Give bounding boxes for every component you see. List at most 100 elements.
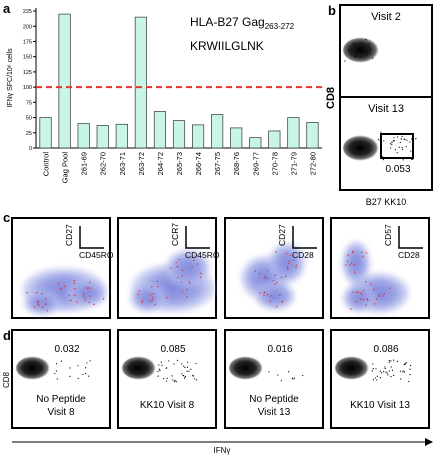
event-dot bbox=[360, 298, 362, 301]
event-dot bbox=[396, 360, 399, 363]
event-dot bbox=[74, 288, 76, 290]
panel-label: a bbox=[3, 1, 11, 16]
ifng-plot: 0.032 No Peptide Visit 8 bbox=[11, 329, 111, 429]
event-dot bbox=[404, 362, 406, 364]
event-dot bbox=[82, 295, 85, 297]
event-dot bbox=[186, 370, 188, 372]
event-dot bbox=[362, 290, 365, 292]
event-dot bbox=[173, 363, 175, 365]
event-dot bbox=[350, 262, 353, 264]
event-dot bbox=[398, 146, 400, 148]
event-dot bbox=[410, 138, 413, 140]
event-dot bbox=[295, 264, 298, 267]
event-dot bbox=[411, 145, 414, 147]
event-dot bbox=[264, 277, 266, 279]
phenotype-plot: CD27 CD45RO bbox=[11, 217, 114, 319]
event-dot bbox=[189, 282, 191, 285]
event-dot bbox=[366, 298, 369, 300]
event-dot bbox=[388, 361, 390, 363]
event-dot bbox=[178, 259, 180, 261]
frequency: 0.016 bbox=[267, 344, 292, 355]
event-dot bbox=[275, 251, 277, 253]
event-dot bbox=[157, 375, 159, 377]
event-dot bbox=[376, 298, 378, 300]
event-dot bbox=[412, 158, 414, 160]
density-blob bbox=[255, 282, 295, 310]
event-dot bbox=[410, 364, 412, 367]
event-dot bbox=[151, 296, 154, 298]
y-tick-label: 75 bbox=[26, 100, 32, 106]
event-dot bbox=[364, 53, 367, 55]
event-dot bbox=[372, 368, 374, 370]
cell-density bbox=[343, 135, 381, 161]
event-dot bbox=[69, 375, 71, 377]
event-dot bbox=[389, 287, 391, 289]
bar bbox=[134, 16, 147, 149]
event-dot bbox=[272, 296, 275, 299]
event-dot bbox=[83, 293, 85, 295]
bar bbox=[115, 123, 128, 149]
event-dot bbox=[380, 372, 383, 374]
bar bbox=[191, 124, 205, 149]
event-dot bbox=[382, 295, 384, 297]
event-dot bbox=[89, 281, 91, 284]
event-dot bbox=[55, 363, 58, 365]
event-dot bbox=[175, 381, 177, 383]
event-dot bbox=[352, 291, 354, 294]
event-dot bbox=[183, 365, 185, 367]
y-axis-label: CD8 bbox=[325, 87, 337, 109]
bar bbox=[268, 130, 281, 149]
phenotype-plot: CD27 CD28 bbox=[224, 217, 324, 319]
event-dot bbox=[277, 374, 279, 376]
event-dot bbox=[163, 378, 165, 380]
event-dot bbox=[157, 370, 159, 373]
event-dot bbox=[293, 259, 295, 261]
event-dot bbox=[175, 261, 177, 263]
event-dot bbox=[384, 366, 386, 368]
event-dot bbox=[74, 294, 76, 297]
event-dot bbox=[376, 375, 378, 377]
event-dot bbox=[399, 141, 401, 144]
density-blob bbox=[269, 243, 305, 283]
event-dot bbox=[379, 370, 381, 372]
event-dot bbox=[390, 366, 392, 368]
event-dot bbox=[180, 281, 183, 283]
event-dot bbox=[401, 148, 404, 150]
event-dot bbox=[363, 298, 365, 301]
event-dot bbox=[160, 361, 162, 363]
event-dot bbox=[401, 146, 403, 149]
event-dot bbox=[85, 367, 87, 369]
event-dot bbox=[390, 147, 392, 149]
event-dot bbox=[367, 50, 369, 53]
event-dot bbox=[383, 133, 385, 135]
event-dot bbox=[184, 375, 186, 378]
event-dot bbox=[193, 259, 195, 262]
bar bbox=[249, 137, 262, 149]
event-dot bbox=[68, 294, 71, 297]
event-dot bbox=[263, 294, 265, 297]
event-dot bbox=[45, 303, 47, 305]
event-dot bbox=[191, 266, 193, 268]
x-axis-label: B27 KK10 bbox=[366, 197, 407, 207]
frequency: 0.085 bbox=[160, 344, 185, 355]
event-dot bbox=[195, 379, 197, 381]
event-dot bbox=[73, 282, 75, 284]
y-marker: CD27 bbox=[277, 224, 287, 246]
event-dot bbox=[377, 138, 379, 141]
y-tick-label: 50 bbox=[26, 116, 32, 122]
event-dot bbox=[89, 295, 91, 297]
event-dot bbox=[174, 380, 176, 382]
y-tick-label: 200 bbox=[23, 24, 32, 30]
event-dot bbox=[401, 135, 403, 137]
event-dot bbox=[269, 300, 271, 302]
y-marker: CD27 bbox=[64, 224, 74, 246]
event-dot bbox=[369, 283, 372, 285]
event-dot bbox=[182, 375, 184, 377]
event-dot bbox=[380, 131, 382, 133]
event-dot bbox=[371, 370, 373, 372]
event-dot bbox=[347, 254, 349, 257]
event-dot bbox=[181, 373, 183, 375]
density-blob bbox=[342, 241, 370, 285]
gate bbox=[380, 133, 414, 159]
event-dot bbox=[158, 364, 160, 366]
